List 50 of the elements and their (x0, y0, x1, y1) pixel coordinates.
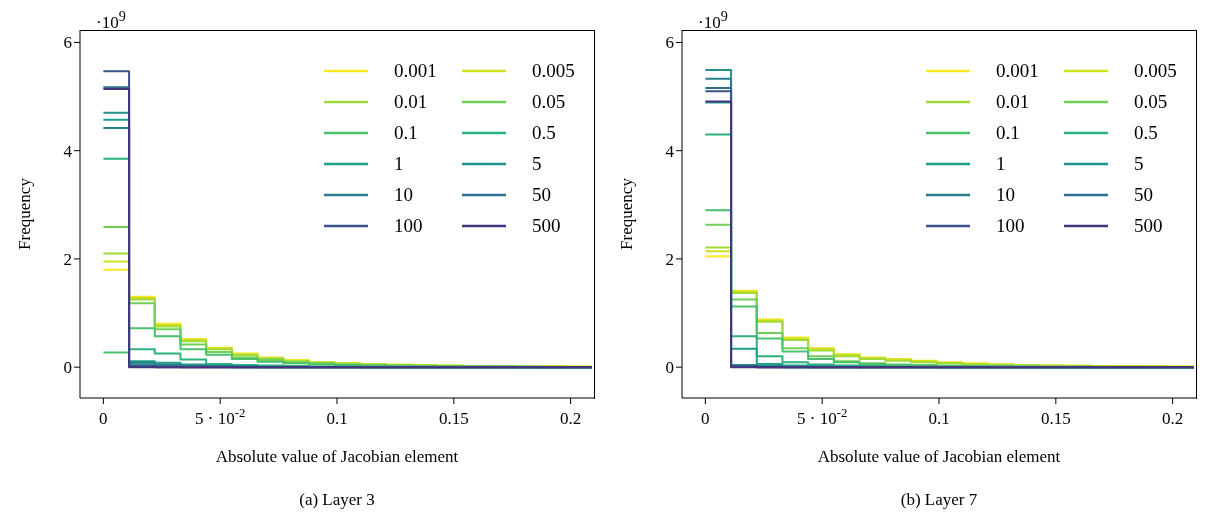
x-axis-title: Absolute value of Jacobian element (817, 447, 1061, 466)
legend-label: 0.001 (394, 59, 438, 82)
x-tick-label: 0 (99, 409, 108, 428)
legend-label: 100 (394, 214, 424, 237)
legend-label: 0.05 (532, 90, 567, 113)
legend-label: 0.1 (996, 121, 1021, 144)
legend-label: 5 (1134, 152, 1145, 175)
y-tick-label: 6 (665, 33, 674, 53)
legend-label: 0.01 (394, 90, 429, 113)
legend-label: 500 (532, 214, 562, 237)
x-tick-label: 0.2 (1162, 409, 1184, 428)
x-tick-label: 5 · 10$^{-2}$ (797, 406, 848, 428)
legend-label: 0.001 (996, 59, 1040, 82)
y-axis-title: Frequency (617, 177, 637, 250)
legend-label: 50 (532, 183, 552, 206)
legend-label: 1 (394, 152, 405, 175)
x-tick-label: 0.2 (560, 409, 582, 428)
x-tick-label: 0.15 (438, 409, 469, 428)
legend-label: 0.5 (532, 121, 557, 144)
legend-label: 100 (996, 214, 1026, 237)
x-tick-label: 5 · 10$^{-2}$ (195, 406, 246, 428)
legend-label: 1 (996, 152, 1007, 175)
text: (b) Layer 7 (900, 490, 978, 509)
legend-label: 0.01 (996, 90, 1031, 113)
text: (a) Layer 3 (299, 490, 375, 509)
y-axis-title: Frequency (15, 177, 35, 250)
y-tick-label: 2 (63, 249, 72, 269)
legend-label: 50 (1134, 183, 1154, 206)
x-tick-label: 0.15 (1040, 409, 1071, 428)
legend-label: 5 (532, 152, 543, 175)
y-tick-label: 4 (665, 141, 675, 161)
legend-label: 0.005 (532, 59, 576, 82)
legend-label: 0.005 (1134, 59, 1178, 82)
y-tick-label: 0 (63, 358, 72, 378)
y-tick-label: 4 (63, 141, 73, 161)
annotation: ·10$^{9}$ (698, 8, 728, 32)
legend-label: 0.05 (1134, 90, 1169, 113)
x-axis-title: Absolute value of Jacobian element (215, 447, 459, 466)
y-tick-label: 2 (665, 249, 674, 269)
legend-label: 500 (1134, 214, 1164, 237)
y-tick-label: 0 (665, 358, 674, 378)
legend-label: 0.5 (1134, 121, 1159, 144)
annotation: ·10$^{9}$ (96, 8, 126, 32)
x-tick-label: 0.1 (928, 409, 950, 428)
legend-label: 10 (394, 183, 414, 206)
x-tick-label: 0.1 (326, 409, 348, 428)
legend-label: 10 (996, 183, 1016, 206)
x-tick-label: 0 (701, 409, 710, 428)
y-tick-label: 6 (63, 33, 72, 53)
legend-label: 0.1 (394, 121, 419, 144)
